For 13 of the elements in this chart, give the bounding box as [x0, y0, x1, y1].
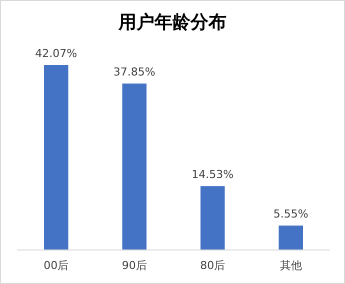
x-tick-label: 00后 [44, 259, 69, 272]
data-label: 37.85% [113, 66, 156, 79]
bar [200, 186, 225, 250]
data-label: 14.53% [192, 168, 234, 182]
data-label: 5.55% [273, 208, 308, 221]
bar [44, 65, 68, 250]
x-tick-label: 其他 [280, 259, 302, 272]
chart-title: 用户年龄分布 [118, 12, 226, 33]
x-tick-label: 80后 [200, 259, 226, 272]
x-tick-label: 90后 [122, 259, 147, 272]
data-label: 42.07% [35, 47, 78, 60]
bar [122, 84, 147, 250]
bar [278, 226, 304, 250]
